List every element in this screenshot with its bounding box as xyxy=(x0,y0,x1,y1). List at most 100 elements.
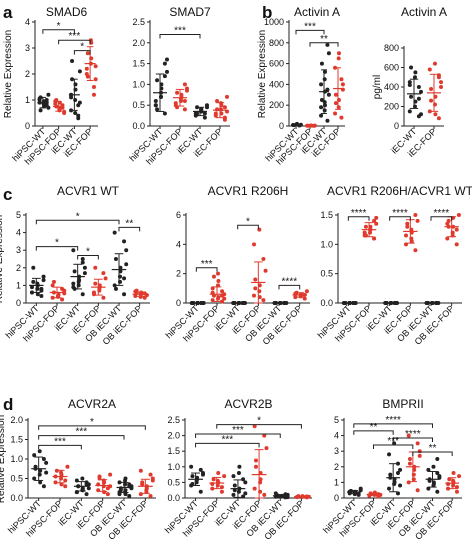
chart7-data-point xyxy=(38,480,43,485)
chart2-data-point xyxy=(326,51,331,56)
chart9-significance-label: **** xyxy=(405,429,421,440)
chart8-data-point xyxy=(190,474,195,479)
chart5-significance-label: * xyxy=(246,216,250,227)
chart8-data-point xyxy=(198,467,203,472)
chart6-data-point xyxy=(415,218,420,223)
chart7-title: ACVR2A xyxy=(68,397,116,411)
panel-letter-d: d xyxy=(3,395,13,414)
chart5-significance-label: **** xyxy=(282,276,298,287)
chart2-ytick-label: 200 xyxy=(269,100,284,110)
chart7-data-point xyxy=(63,484,68,489)
chart1-ytick-label: 2.0 xyxy=(132,38,145,48)
chart6-data-point xyxy=(454,227,459,232)
chart2-data-point xyxy=(319,98,324,102)
chart0-ytick-label: 1 xyxy=(25,95,30,105)
chart3-data-point xyxy=(409,94,414,99)
chart9-significance-bracket xyxy=(373,444,414,449)
chart7-ytick-label: 0.0 xyxy=(10,493,23,503)
chart4-data-point xyxy=(103,276,108,281)
chart6-data-point xyxy=(403,233,408,238)
chart3-data-point xyxy=(416,96,421,101)
chart5-data-point xyxy=(253,286,258,291)
chart4-data-point xyxy=(101,271,106,276)
chart5-ytick-label: 2 xyxy=(176,269,181,279)
chart9-data-point xyxy=(454,485,459,490)
chart4-ytick-label: 1 xyxy=(16,280,21,290)
chart0-data-point xyxy=(69,95,74,100)
chart0-significance-label: * xyxy=(57,21,61,32)
chart7-data-point xyxy=(123,492,128,497)
chart2-ytick-label: 600 xyxy=(269,59,284,69)
chart6-data-point xyxy=(413,248,418,253)
chart5-data-point xyxy=(261,257,266,261)
chart8-significance-label: *** xyxy=(221,434,233,445)
chart4-data-point xyxy=(39,286,44,291)
chart8-data-point xyxy=(237,464,242,469)
chart8-data-point xyxy=(219,489,224,494)
chart7-data-point xyxy=(138,468,143,473)
chart9-data-point xyxy=(435,489,440,494)
chart6-ytick-label: 1.0 xyxy=(320,239,333,249)
chart1-data-point xyxy=(202,115,207,120)
chart7-data-point xyxy=(32,476,37,481)
chart3-data-point xyxy=(439,85,443,89)
chart4-data-point xyxy=(82,271,87,276)
chart8-data-point xyxy=(252,486,257,491)
chart0-data-point xyxy=(73,98,78,102)
chart0-data-point xyxy=(84,66,89,71)
chart4-significance-bracket xyxy=(118,226,141,232)
chart2-data-point xyxy=(325,118,330,123)
chart5-data-point xyxy=(216,279,221,283)
chart4-data-point xyxy=(41,274,46,279)
chart4-data-point xyxy=(80,292,85,297)
chart4-data-point xyxy=(112,230,117,235)
chart2-title: Activin A xyxy=(294,5,340,19)
chart8-data-point xyxy=(236,471,241,476)
chart4-significance-bracket xyxy=(77,254,99,260)
chart4-ylabel: Relative Expression xyxy=(0,215,5,303)
chart9-data-point xyxy=(395,471,400,476)
chart9-data-point xyxy=(407,457,412,461)
chart4-data-point xyxy=(31,265,36,270)
chart7-significance-bracket xyxy=(38,425,146,430)
chart8-significance-label: *** xyxy=(232,425,244,436)
chart2-data-point xyxy=(339,115,344,120)
chart3-data-point xyxy=(436,116,441,121)
chart5-data-point xyxy=(211,274,216,279)
chart0-significance-label: *** xyxy=(69,31,81,42)
chart4-data-point xyxy=(39,293,44,298)
chart6-data-point xyxy=(456,213,461,217)
chart9-significance-bracket xyxy=(353,423,433,428)
chart4-data-point xyxy=(29,285,34,290)
chart8-data-point xyxy=(243,491,248,496)
chart0-data-point xyxy=(85,74,90,79)
chart9-ytick-label: 3 xyxy=(334,446,339,456)
chart3-data-point xyxy=(407,109,412,114)
chart4-data-point xyxy=(122,292,127,297)
chart3-ytick-label: 0 xyxy=(394,121,399,131)
panel-letter-b: b xyxy=(262,3,272,22)
chart9-significance-label: ** xyxy=(429,443,437,454)
chart2-data-point xyxy=(326,92,331,97)
chart6-significance-bracket xyxy=(430,216,453,221)
chart8-ytick-label: 0.0 xyxy=(167,493,180,503)
chart9-data-point xyxy=(435,457,440,461)
chart3-data-point xyxy=(429,98,434,103)
chart7-data-point xyxy=(32,453,37,458)
chart9-significance-label: **** xyxy=(385,415,401,426)
chart8-data-point xyxy=(252,424,257,429)
chart8-ytick-label: 1.5 xyxy=(167,446,180,456)
chart8-data-point xyxy=(232,483,237,488)
chart4-data-point xyxy=(122,239,127,244)
chart9-data-point xyxy=(398,467,403,472)
chart6-significance-label: **** xyxy=(434,208,450,219)
chart0-ytick-label: 0 xyxy=(25,121,30,131)
chart7-data-point xyxy=(148,472,153,477)
chart3-ytick-label: 400 xyxy=(384,82,399,92)
chart9-significance-bracket xyxy=(353,430,394,435)
chart7-data-point xyxy=(150,478,155,483)
chart9-data-point xyxy=(431,464,436,469)
chart1-data-point xyxy=(195,111,200,116)
chart4-data-point xyxy=(29,290,34,295)
chart0-ylabel: Relative Expression xyxy=(3,30,14,118)
